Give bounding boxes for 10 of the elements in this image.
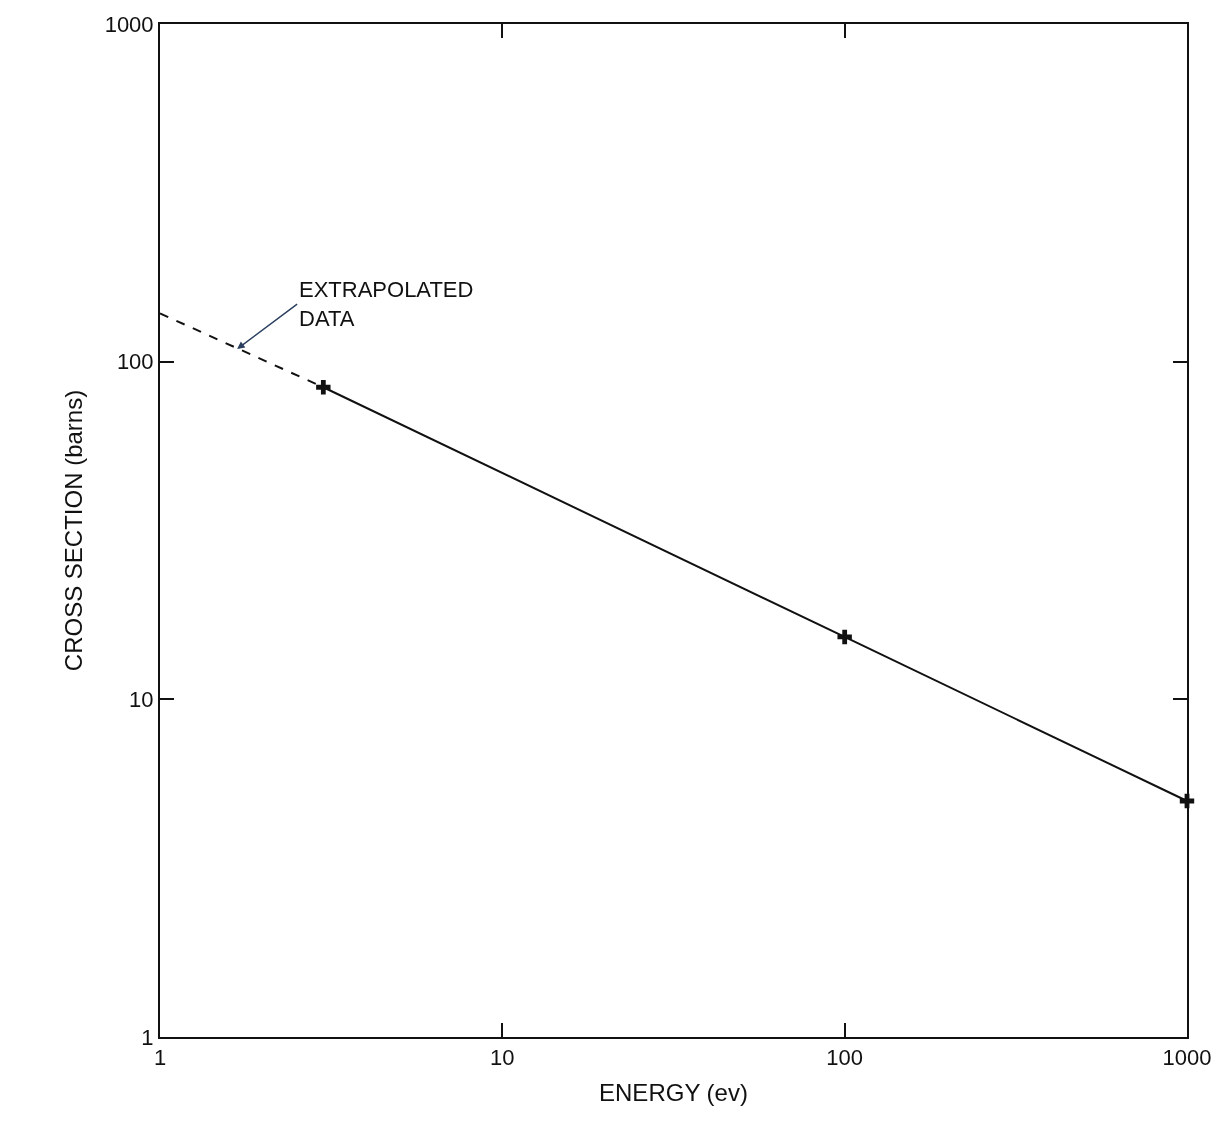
x-tick-label: 10: [490, 1045, 515, 1071]
y-tick-label: 10: [129, 687, 154, 713]
y-tick-label: 1: [141, 1024, 154, 1050]
x-axis-title: ENERGY (ev): [599, 1079, 748, 1107]
y-tick-label: 1000: [104, 11, 154, 37]
y-axis-title: CROSS SECTION (barns): [60, 389, 88, 672]
x-tick-label: 100: [826, 1045, 864, 1071]
annotation: EXTRAPOLATED DATA: [299, 277, 474, 331]
x-tick-label: 1000: [1162, 1045, 1212, 1071]
y-tick-label: 100: [116, 349, 154, 375]
